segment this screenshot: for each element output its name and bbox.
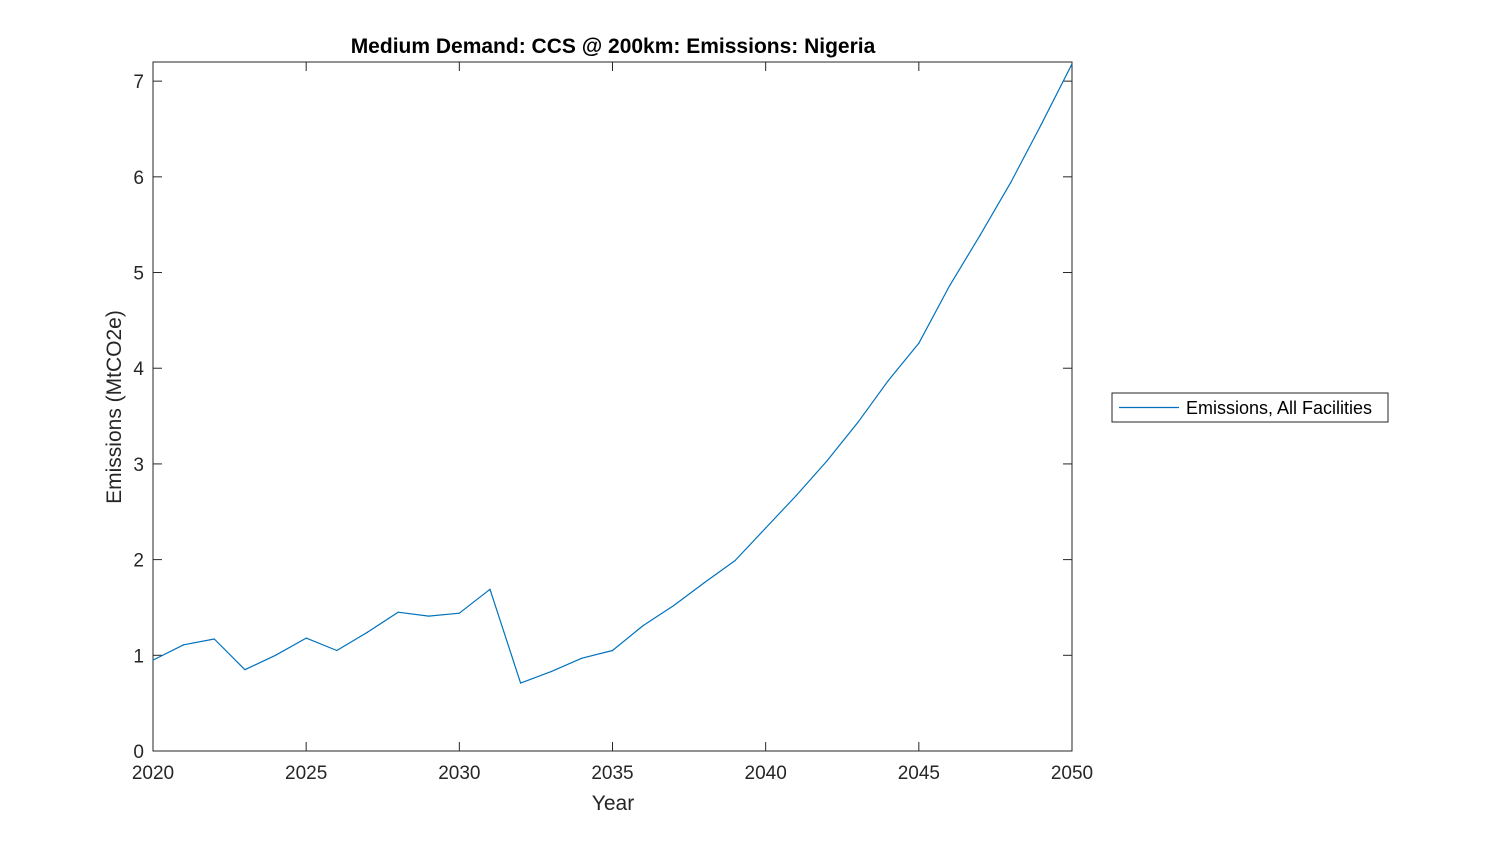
- y-tick-label: 1: [133, 646, 144, 667]
- data-point: [887, 380, 889, 382]
- x-tick-label: 2025: [285, 763, 327, 784]
- data-point: [826, 460, 828, 462]
- data-point: [856, 422, 859, 424]
- data-point: [1010, 181, 1012, 184]
- data-point: [550, 670, 552, 673]
- series-layer: [152, 63, 1073, 684]
- data-point: [458, 612, 460, 614]
- data-point: [183, 644, 185, 646]
- data-point: [489, 588, 491, 590]
- data-point: [213, 638, 215, 640]
- plot-area: [152, 61, 1073, 752]
- x-tick-label: 2050: [1051, 763, 1093, 784]
- data-point: [152, 659, 154, 661]
- chart-title: Medium Demand: CCS @ 200km: Emissions: N…: [351, 35, 876, 58]
- axes-box: [152, 61, 1073, 752]
- data-point: [274, 654, 277, 656]
- data-point: [642, 625, 644, 627]
- data-point: [244, 669, 246, 671]
- data-point: [336, 649, 338, 652]
- y-axis-title: Emissions (MtCO2e): [103, 310, 126, 504]
- data-point: [918, 342, 920, 344]
- x-tick-label: 2035: [591, 763, 633, 784]
- data-point: [397, 611, 399, 613]
- data-point: [673, 604, 675, 607]
- x-tick-label: 2040: [745, 763, 787, 784]
- y-tick-label: 7: [133, 72, 144, 93]
- y-tick-label: 3: [133, 455, 144, 476]
- y-tick-label: 6: [133, 168, 144, 189]
- y-tick-label: 0: [133, 742, 144, 763]
- legend-series-label: Emissions, All Facilities: [1186, 398, 1372, 418]
- data-point: [581, 657, 583, 659]
- data-point: [611, 649, 614, 652]
- x-tick-label: 2020: [132, 763, 174, 784]
- data-point: [765, 527, 767, 529]
- y-tick-label: 5: [133, 264, 144, 285]
- y-tick-label: 2: [133, 551, 144, 572]
- data-point: [366, 631, 369, 633]
- data-point: [703, 581, 706, 584]
- y-tick-label: 4: [133, 359, 144, 380]
- legend: Emissions, All Facilities: [1111, 392, 1389, 423]
- data-point: [734, 559, 736, 562]
- data-point: [520, 682, 522, 684]
- x-tick-label: 2030: [438, 763, 480, 784]
- x-tick-label: 2045: [898, 763, 940, 784]
- data-point: [948, 285, 951, 287]
- data-point: [979, 234, 981, 236]
- axis-ticks: 2020 2025 2030 2035 2040 2045 2050 0 1 2 3 4 5 6 7: [132, 62, 1093, 784]
- data-point: [795, 494, 797, 497]
- data-point: [1040, 123, 1042, 125]
- data-point: [305, 637, 307, 639]
- x-axis-title: Year: [592, 792, 634, 815]
- data-point: [428, 615, 430, 617]
- data-point: [1071, 63, 1073, 65]
